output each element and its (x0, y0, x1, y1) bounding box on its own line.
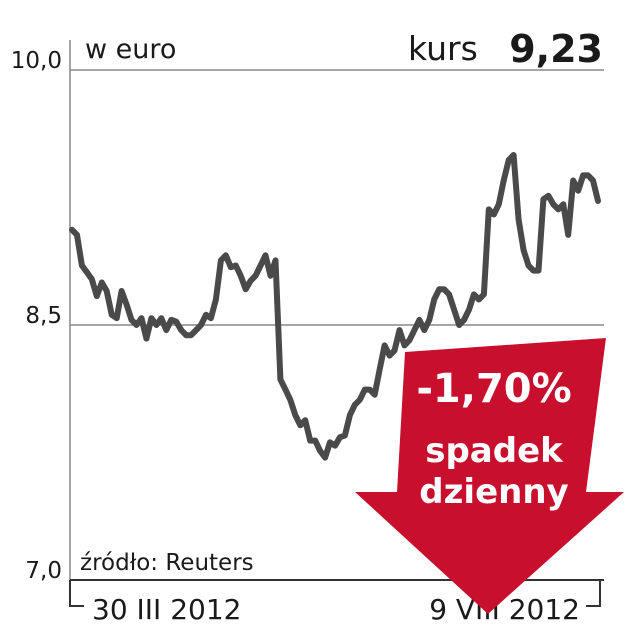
x-axis-bracket (69, 580, 84, 607)
price: 9,23 (509, 27, 603, 71)
change-arrow (355, 338, 624, 614)
x-axis-bracket (586, 580, 601, 607)
y-tick-label: 10,0 (11, 48, 62, 74)
y-tick-label: 8,5 (25, 303, 62, 329)
x-tick-label: 30 III 2012 (92, 593, 241, 626)
change-value: -1,70% (416, 366, 571, 412)
change-text: dzienny (419, 472, 568, 512)
plot: 7,08,510,030 III 2012 9 VIII 2012 (11, 40, 604, 626)
price-label: kurs (408, 29, 478, 68)
y-tick-label: 7,0 (25, 558, 62, 584)
change-text: spadek (425, 431, 564, 471)
unit-label: w euro (85, 34, 176, 65)
price-line (69, 152, 601, 461)
source: źródło: Reuters (80, 550, 254, 576)
